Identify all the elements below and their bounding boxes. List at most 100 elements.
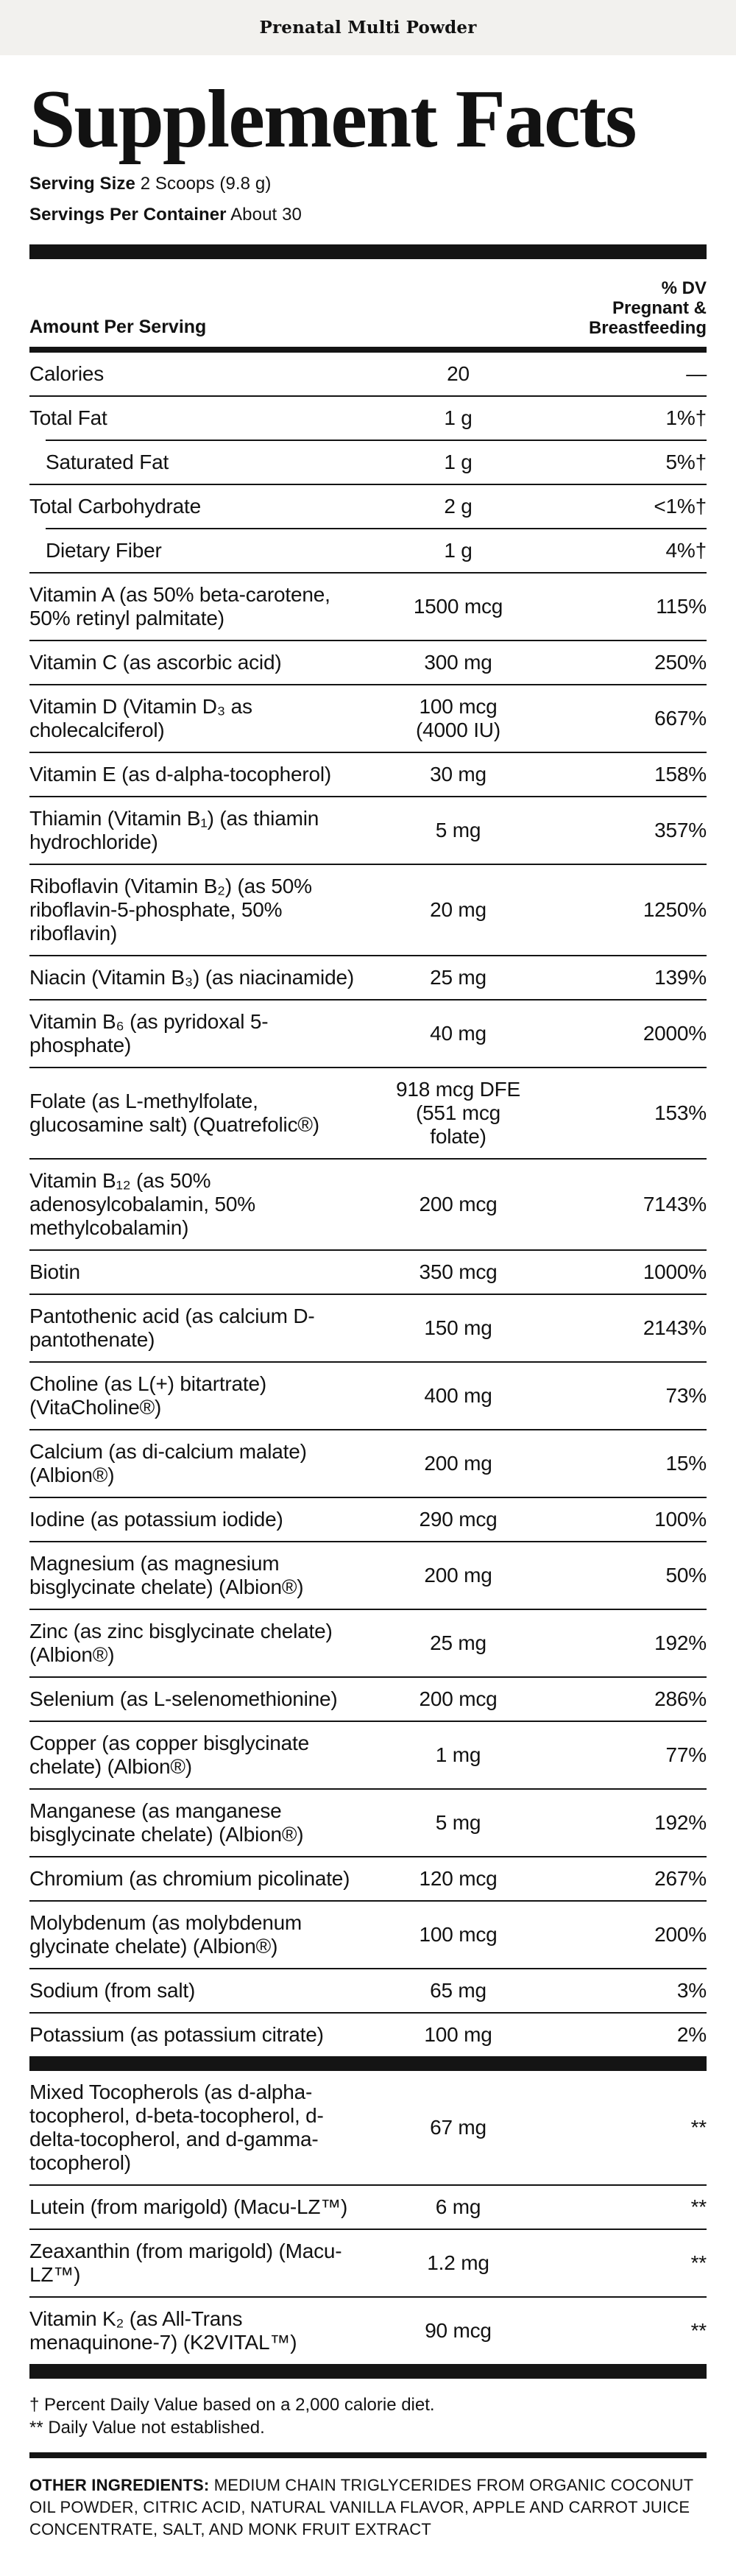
row-separator	[29, 1720, 707, 1722]
row-separator	[29, 483, 707, 485]
nutrient-name: Manganese (as manganese bisglycinate che…	[29, 1799, 304, 1846]
row-separator	[29, 2184, 707, 2186]
nutrient-dv: 2143%	[643, 1316, 707, 1339]
table-row: Riboflavin (Vitamin B₂) (as 50% riboflav…	[29, 865, 707, 955]
nutrient-dv: 1000%	[643, 1260, 707, 1283]
product-name: Prenatal Multi Powder	[259, 18, 477, 38]
serving-size-label: Serving Size	[29, 173, 135, 194]
amount-per-serving-header: Amount Per Serving	[29, 316, 207, 337]
nutrient-dv: <1%†	[654, 494, 707, 518]
row-separator	[29, 1967, 707, 1969]
nutrient-dv: 100%	[654, 1507, 707, 1531]
nutrient-name: Lutein (from marigold) (Macu-LZ™)	[29, 2195, 348, 2218]
nutrient-amount: 1 g	[444, 450, 473, 473]
serving-size-row: Serving Size 2 Scoops (9.8 g)	[29, 174, 707, 194]
nutrient-name: Total Fat	[29, 406, 107, 429]
table-row: Calcium (as di-calcium malate) (Albion®)…	[29, 1430, 707, 1497]
nutrient-amount: 20 mg	[430, 897, 486, 921]
nutrient-dv: 50%	[665, 1563, 707, 1587]
nutrient-dv: 250%	[654, 650, 707, 674]
nutrient-dv: 153%	[654, 1101, 707, 1124]
row-separator	[29, 1788, 707, 1790]
nutrient-dv: 2%	[676, 2022, 707, 2046]
nutrient-dv: 139%	[654, 965, 707, 989]
other-ingredients: OTHER INGREDIENTS: MEDIUM CHAIN TRIGLYCE…	[29, 2474, 707, 2541]
nutrient-dv: 4%†	[665, 538, 707, 562]
nutrient-name: Molybdenum (as molybdenum glycinate chel…	[29, 1910, 302, 1958]
nutrient-dv: 286%	[654, 1687, 707, 1710]
nutrient-amount: 30 mg	[430, 762, 486, 786]
nutrient-name: Magnesium (as magnesium bisglycinate che…	[29, 1551, 304, 1598]
nutrient-dv: 192%	[654, 1631, 707, 1654]
nutrient-amount: 350 mcg	[419, 1260, 498, 1283]
row-separator	[29, 2296, 707, 2298]
nutrient-amount: 200 mcg	[419, 1192, 498, 1215]
nutrient-name: Vitamin E (as d-alpha-tocopherol)	[29, 762, 331, 786]
row-separator	[29, 1540, 707, 1542]
nutrient-name: Vitamin D (Vitamin D₃ as cholecalciferol…	[29, 694, 252, 741]
table-row: Vitamin C (as ascorbic acid) 300 mg 250%	[29, 641, 707, 684]
row-separator	[29, 571, 707, 574]
nutrient-amount: 200 mg	[424, 1451, 492, 1475]
table-row: Thiamin (Vitamin B₁) (as thiamin hydroch…	[29, 797, 707, 864]
nutrient-dv: 2000%	[643, 1021, 707, 1045]
nutrient-name: Vitamin A (as 50% beta-carotene, 50% ret…	[29, 582, 330, 629]
nutrient-dv: 7143%	[643, 1192, 707, 1215]
nutrient-dv: —	[686, 361, 707, 385]
nutrient-dv: 1250%	[643, 897, 707, 921]
table-header: Amount Per Serving % DV Pregnant & Breas…	[29, 259, 707, 347]
nutrient-name: Riboflavin (Vitamin B₂) (as 50% riboflav…	[29, 874, 312, 945]
nutrient-name: Copper (as copper bisglycinate chelate) …	[29, 1731, 309, 1778]
product-name-banner: Prenatal Multi Powder	[0, 0, 736, 55]
nutrient-dv: 15%	[665, 1451, 707, 1475]
table-row: Calories 20 —	[29, 353, 707, 395]
nutrient-amount: 65 mg	[430, 1978, 486, 2002]
nutrient-dv: 192%	[654, 1810, 707, 1834]
table-row: Biotin 350 mcg 1000%	[29, 1251, 707, 1294]
nutrient-amount: 1 mg	[435, 1743, 481, 1766]
nutrient-name: Sodium (from salt)	[29, 1978, 196, 2002]
nutrient-amount: 200 mg	[424, 1563, 492, 1587]
nutrient-name: Potassium (as potassium citrate)	[29, 2022, 324, 2046]
other-ingredients-label: OTHER INGREDIENTS:	[29, 2475, 210, 2494]
nutrient-amount: 20	[447, 361, 470, 385]
row-separator	[29, 751, 707, 753]
row-separator	[29, 1066, 707, 1068]
row-separator	[29, 954, 707, 956]
table-row: Zinc (as zinc bisglycinate chelate) (Alb…	[29, 1610, 707, 1676]
table-row: Magnesium (as magnesium bisglycinate che…	[29, 1542, 707, 1609]
servings-per-container-value: About 30	[230, 204, 302, 225]
divider-bar-top	[29, 244, 707, 259]
nutrient-name: Vitamin B₁₂ (as 50% adenosylcobalamin, 5…	[29, 1168, 255, 1239]
nutrient-dv: 158%	[654, 762, 707, 786]
table-row: Copper (as copper bisglycinate chelate) …	[29, 1722, 707, 1788]
nutrient-amount: 2 g	[444, 494, 473, 518]
divider-bar-bottom	[29, 2363, 707, 2379]
table-row: Total Carbohydrate 2 g <1%†	[29, 485, 707, 528]
divider-bar-middle	[29, 2055, 707, 2071]
table-row: Chromium (as chromium picolinate) 120 mc…	[29, 1857, 707, 1900]
nutrient-name: Vitamin K₂ (as All-Trans menaquinone-7) …	[29, 2307, 297, 2354]
table-row: Vitamin B₆ (as pyridoxal 5-phosphate) 40…	[29, 1001, 707, 1067]
row-separator	[29, 1855, 707, 1857]
servings-per-container-row: Servings Per Container About 30	[29, 205, 707, 225]
table-row: Choline (as L(+) bitartrate) (VitaCholin…	[29, 1363, 707, 1429]
nutrient-dv: 115%	[656, 594, 707, 618]
nutrient-amount: 5 mg	[435, 818, 481, 841]
table-row: Vitamin E (as d-alpha-tocopherol) 30 mg …	[29, 753, 707, 796]
nutrient-dv: **	[690, 2251, 707, 2274]
nutrient-dv: 77%	[665, 1743, 707, 1766]
row-separator	[29, 2228, 707, 2230]
nutrient-name: Zeaxanthin (from marigold) (Macu-LZ™)	[29, 2239, 342, 2286]
supplement-facts-panel: Supplement Facts Serving Size 2 Scoops (…	[0, 76, 736, 2576]
nutrient-amount: 1500 mcg	[413, 594, 503, 618]
table-row: Saturated Fat 1 g 5%†	[29, 441, 707, 484]
nutrient-name: Chromium (as chromium picolinate)	[29, 1866, 350, 1890]
table-row: Potassium (as potassium citrate) 100 mg …	[29, 2014, 707, 2056]
table-row: Vitamin B₁₂ (as 50% adenosylcobalamin, 5…	[29, 1160, 707, 1249]
row-separator	[29, 1157, 707, 1160]
nutrient-name: Selenium (as L-selenomethionine)	[29, 1687, 338, 1710]
table-header-rule	[29, 346, 707, 353]
nutrient-amount: 40 mg	[430, 1021, 486, 1045]
serving-size-value: 2 Scoops (9.8 g)	[140, 173, 272, 194]
